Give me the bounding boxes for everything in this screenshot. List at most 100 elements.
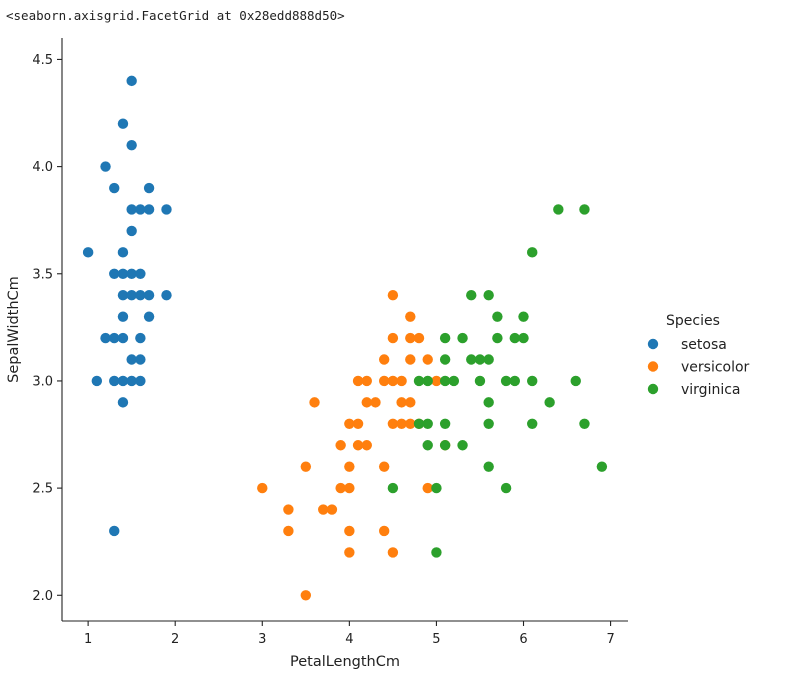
- scatter-point-virginica: [422, 440, 433, 451]
- scatter-point-virginica: [518, 332, 529, 344]
- legend-marker-virginica: [647, 383, 659, 395]
- scatter-point-versicolor: [396, 375, 407, 387]
- scatter-point-setosa: [109, 182, 120, 194]
- scatter-point-versicolor: [387, 375, 399, 387]
- scatter-point-setosa: [126, 204, 137, 215]
- legend: Species setosa versicolor virginica: [647, 313, 750, 398]
- scatter-point-setosa: [109, 332, 120, 344]
- scatter-point-setosa: [135, 332, 146, 344]
- scatter-point-setosa: [135, 375, 146, 387]
- scatter-point-versicolor: [378, 375, 390, 387]
- scatter-point-virginica: [439, 440, 451, 451]
- scatter-point-setosa: [109, 375, 120, 387]
- scatter-point-virginica: [483, 418, 494, 430]
- scatter-point-virginica: [457, 440, 468, 451]
- scatter-point-virginica: [483, 397, 494, 408]
- scatter-point-virginica: [431, 482, 442, 494]
- scatter-point-virginica: [579, 418, 590, 430]
- scatter-point-setosa: [161, 290, 172, 301]
- y-tick-label: 3.0: [32, 374, 53, 389]
- x-tick-label: 5: [432, 632, 440, 647]
- x-tick-label: 6: [519, 632, 527, 647]
- y-axis-ticks: 2.0 2.5 3.0 3.5 4.0 4.5: [32, 53, 62, 604]
- scatter-point-setosa: [143, 204, 155, 215]
- scatter-point-versicolor: [405, 354, 416, 365]
- scatter-point-virginica: [500, 482, 512, 494]
- scatter-point-virginica: [527, 375, 538, 387]
- scatter-point-setosa: [117, 332, 129, 344]
- scatter-point-versicolor: [344, 482, 355, 494]
- x-axis-label: PetalLengthCm: [290, 654, 400, 670]
- scatter-point-virginica: [544, 397, 555, 408]
- scatter-point-versicolor: [309, 397, 320, 408]
- scatter-point-setosa: [126, 225, 137, 237]
- scatter-point-versicolor: [344, 525, 355, 537]
- scatter-point-virginica: [579, 204, 590, 215]
- scatter-point-versicolor: [431, 375, 442, 387]
- plot-area: [82, 75, 608, 601]
- scatter-point-versicolor: [405, 418, 416, 430]
- legend-label-virginica: virginica: [681, 382, 741, 398]
- x-tick-label: 7: [606, 632, 614, 647]
- scatter-point-versicolor: [422, 354, 433, 365]
- scatter-point-setosa: [126, 268, 137, 279]
- scatter-point-virginica: [474, 354, 486, 365]
- scatter-point-versicolor: [396, 397, 407, 408]
- scatter-point-versicolor: [378, 354, 390, 365]
- scatter-point-setosa: [135, 268, 146, 279]
- scatter-point-virginica: [483, 354, 494, 365]
- scatter-point-virginica: [483, 290, 494, 301]
- scatter-point-setosa: [117, 247, 129, 258]
- scatter-point-versicolor: [300, 590, 312, 601]
- scatter-point-setosa: [100, 161, 111, 172]
- scatter-point-setosa: [109, 268, 120, 279]
- scatter-point-virginica: [413, 418, 425, 430]
- scatter-point-setosa: [126, 375, 137, 387]
- scatter-point-setosa: [126, 354, 137, 365]
- scatter-point-virginica: [457, 332, 468, 344]
- scatter-point-virginica: [527, 418, 538, 430]
- scatter-point-setosa: [117, 311, 129, 322]
- scatter-point-virginica: [483, 461, 494, 472]
- scatter-point-versicolor: [335, 482, 346, 494]
- scatter-point-setosa: [117, 268, 129, 279]
- scatter-point-virginica: [509, 332, 520, 344]
- scatter-point-virginica: [570, 375, 581, 387]
- scatter-point-setosa: [135, 354, 146, 365]
- scatter-point-versicolor: [387, 290, 399, 301]
- scatter-point-versicolor: [405, 311, 416, 322]
- scatter-point-setosa: [109, 525, 120, 537]
- scatter-point-virginica: [413, 375, 425, 387]
- scatter-point-virginica: [422, 418, 433, 430]
- cell-output-repr: <seaborn.axisgrid.FacetGrid at 0x28edd88…: [6, 8, 345, 23]
- legend-label-versicolor: versicolor: [681, 360, 750, 376]
- legend-marker-versicolor: [647, 361, 659, 372]
- scatter-point-versicolor: [352, 375, 364, 387]
- scatter-point-versicolor: [387, 332, 399, 344]
- scatter-point-versicolor: [352, 418, 364, 430]
- x-tick-label: 4: [345, 632, 353, 647]
- scatter-point-versicolor: [387, 547, 399, 558]
- scatter-point-versicolor: [344, 547, 355, 558]
- scatter-point-virginica: [466, 354, 477, 365]
- scatter-point-setosa: [143, 182, 155, 194]
- x-tick-label: 3: [258, 632, 266, 647]
- scatter-point-setosa: [143, 290, 155, 301]
- scatter-point-versicolor: [405, 397, 416, 408]
- scatter-point-versicolor: [326, 504, 338, 515]
- scatter-point-versicolor: [352, 440, 364, 451]
- scatter-point-virginica: [439, 332, 451, 344]
- scatter-point-versicolor: [257, 482, 268, 494]
- scatter-point-virginica: [431, 547, 442, 558]
- x-tick-label: 1: [84, 632, 92, 647]
- scatter-point-versicolor: [370, 397, 381, 408]
- scatter-point-versicolor: [387, 418, 399, 430]
- scatter-point-virginica: [439, 375, 451, 387]
- scatter-point-virginica: [527, 247, 538, 258]
- scatter-point-virginica: [448, 375, 460, 387]
- x-axis-ticks: 1 2 3 4 5 6 7: [84, 621, 615, 647]
- scatter-point-setosa: [126, 139, 137, 151]
- scatter-point-setosa: [135, 290, 146, 301]
- scatter-point-setosa: [82, 247, 94, 258]
